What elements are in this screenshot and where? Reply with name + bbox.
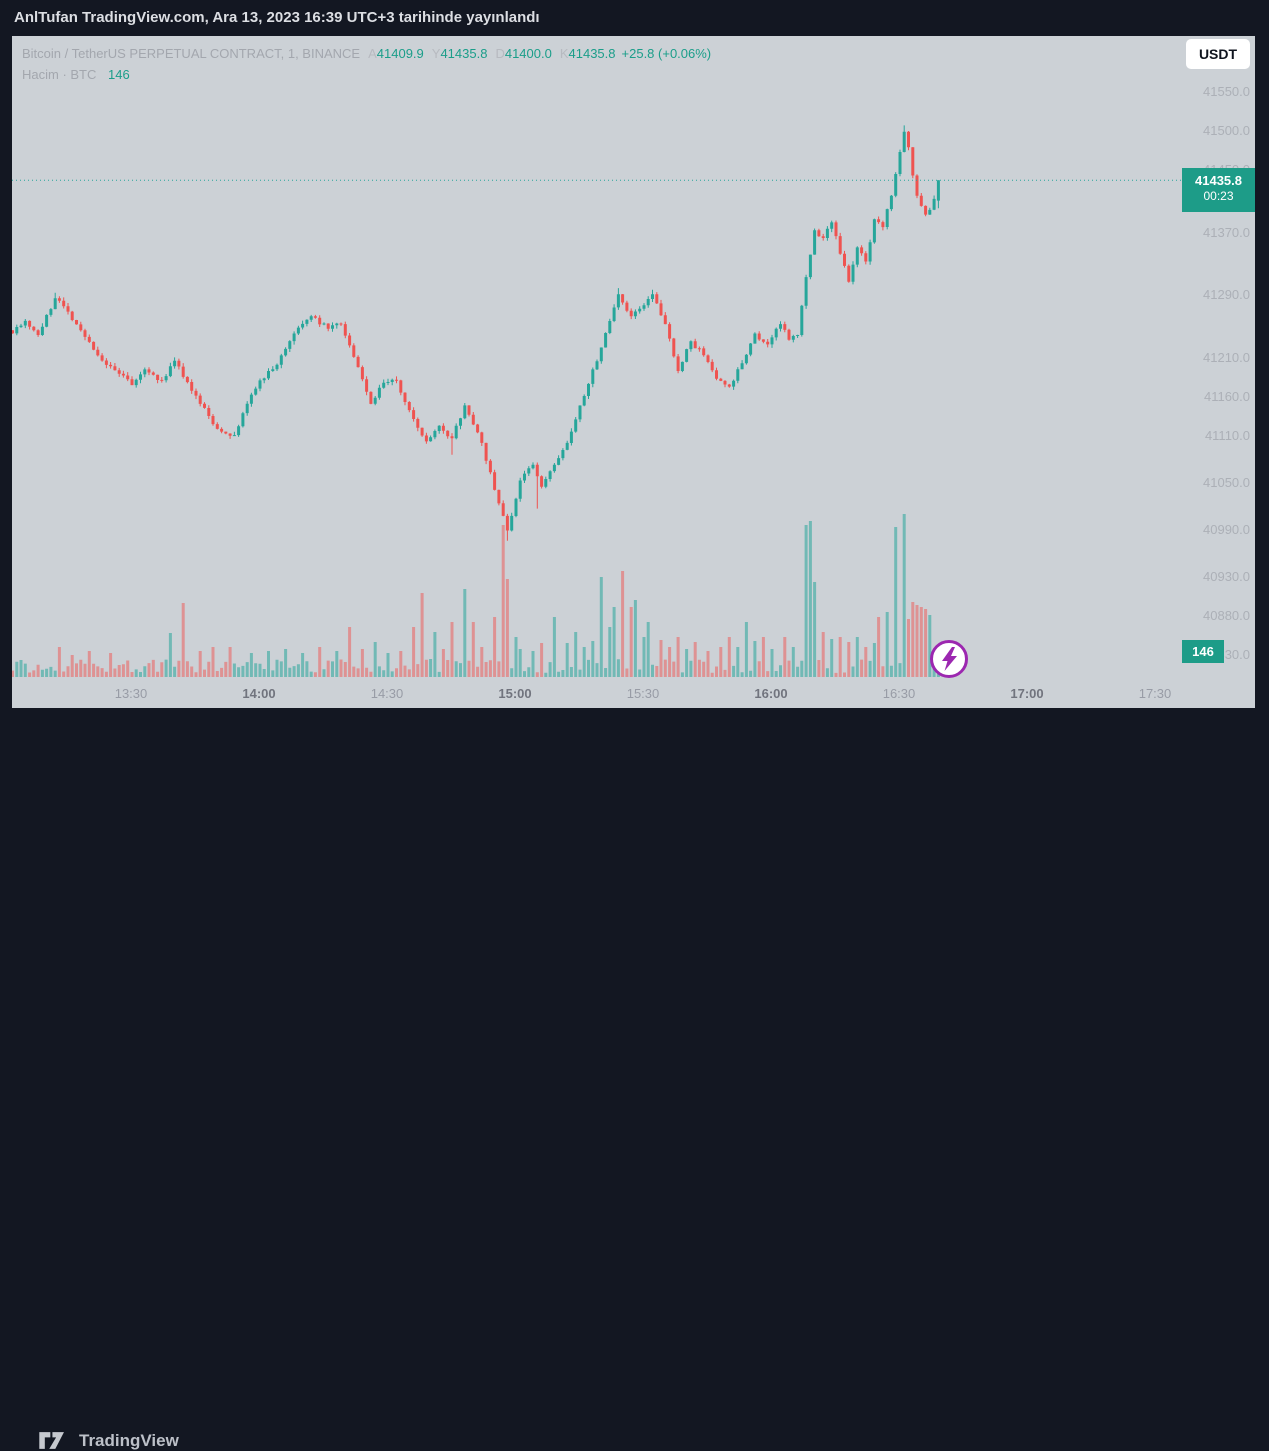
volume-bars-up [15,514,940,677]
price-axis-label: 40990.0 [1203,522,1250,537]
ohlc-value: 41435.8 [568,46,616,61]
down-candle-bodies [12,131,928,531]
time-axis-label: 15:00 [498,686,532,701]
price-axis-label: 41050.0 [1203,475,1250,490]
publish-banner: AnlTufan TradingView.com, Ara 13, 2023 1… [14,9,540,26]
ohlc-key: D [495,46,505,61]
tradingview-logo-icon [39,1432,64,1449]
volume-axis-badge: 146 [1182,640,1224,663]
legend-volume-row: Hacim · BTC 146 [22,67,130,82]
ohlc-key: A [368,46,377,61]
footer-bar: TradingView [0,708,1269,1450]
price-axis-label: 41210.0 [1203,350,1250,365]
change-value: +25.8 (+0.06%) [621,46,712,61]
ohlc-value: 41400.0 [504,46,552,61]
time-axis-label: 14:30 [370,686,404,701]
price-axis-label: 41290.0 [1203,287,1250,302]
legend-symbol-row: Bitcoin / TetherUS PERPETUAL CONTRACT, 1… [22,46,711,61]
volume-study-value: 146 [108,67,130,82]
price-axis-label: 40930.0 [1203,569,1250,584]
last-price-badge: 41435.8 00:23 [1182,168,1255,212]
time-axis-label: 13:30 [114,686,148,701]
currency-toggle-button[interactable]: USDT [1186,39,1250,69]
price-axis[interactable]: 41550.041500.041450.041370.041290.041210… [1175,36,1255,681]
chart-panel[interactable]: Bitcoin / TetherUS PERPETUAL CONTRACT, 1… [12,36,1255,708]
time-axis-label: 16:30 [882,686,916,701]
ohlc-key: K [559,46,569,61]
symbol-title[interactable]: Bitcoin / TetherUS PERPETUAL CONTRACT, 1… [22,46,361,61]
up-wicks [16,125,939,532]
time-axis-label: 16:00 [754,686,788,701]
price-axis-label: 41160.0 [1203,389,1250,404]
legend-ohlc: A41409.9 Y41435.8 D41400.0 K41435.8 [360,46,615,61]
volume-bars-down [12,525,928,677]
price-axis-label: 40880.0 [1203,608,1250,623]
lightning-icon [942,647,957,671]
time-axis-label: 17:30 [1138,686,1172,701]
ohlc-key: Y [431,46,441,61]
time-axis-label: 17:00 [1010,686,1044,701]
volume-study-label: Hacim · BTC [22,67,97,82]
time-axis[interactable]: 13:30 14:00 14:30 15:00 15:30 16:00 16:30 17:00… [12,681,1255,708]
price-axis-label: 41550.0 [1203,84,1250,99]
ohlc-value: 41409.9 [376,46,424,61]
price-axis-label: 41370.0 [1203,225,1250,240]
time-axis-label: 14:00 [242,686,276,701]
candle-countdown: 00:23 [1203,189,1234,203]
ohlc-value: 41435.8 [440,46,488,61]
up-candle-bodies [15,131,940,531]
watermark-text: TradingView [79,1430,179,1450]
time-axis-label: 15:30 [626,686,660,701]
candlestick-chart[interactable] [12,36,1255,708]
tradingview-watermark[interactable]: TradingView [38,1430,179,1451]
price-axis-label: 41110.0 [1204,428,1250,443]
last-price-value: 41435.8 [1195,173,1242,188]
price-axis-label: 41500.0 [1203,123,1250,138]
lightning-button[interactable] [930,640,968,678]
